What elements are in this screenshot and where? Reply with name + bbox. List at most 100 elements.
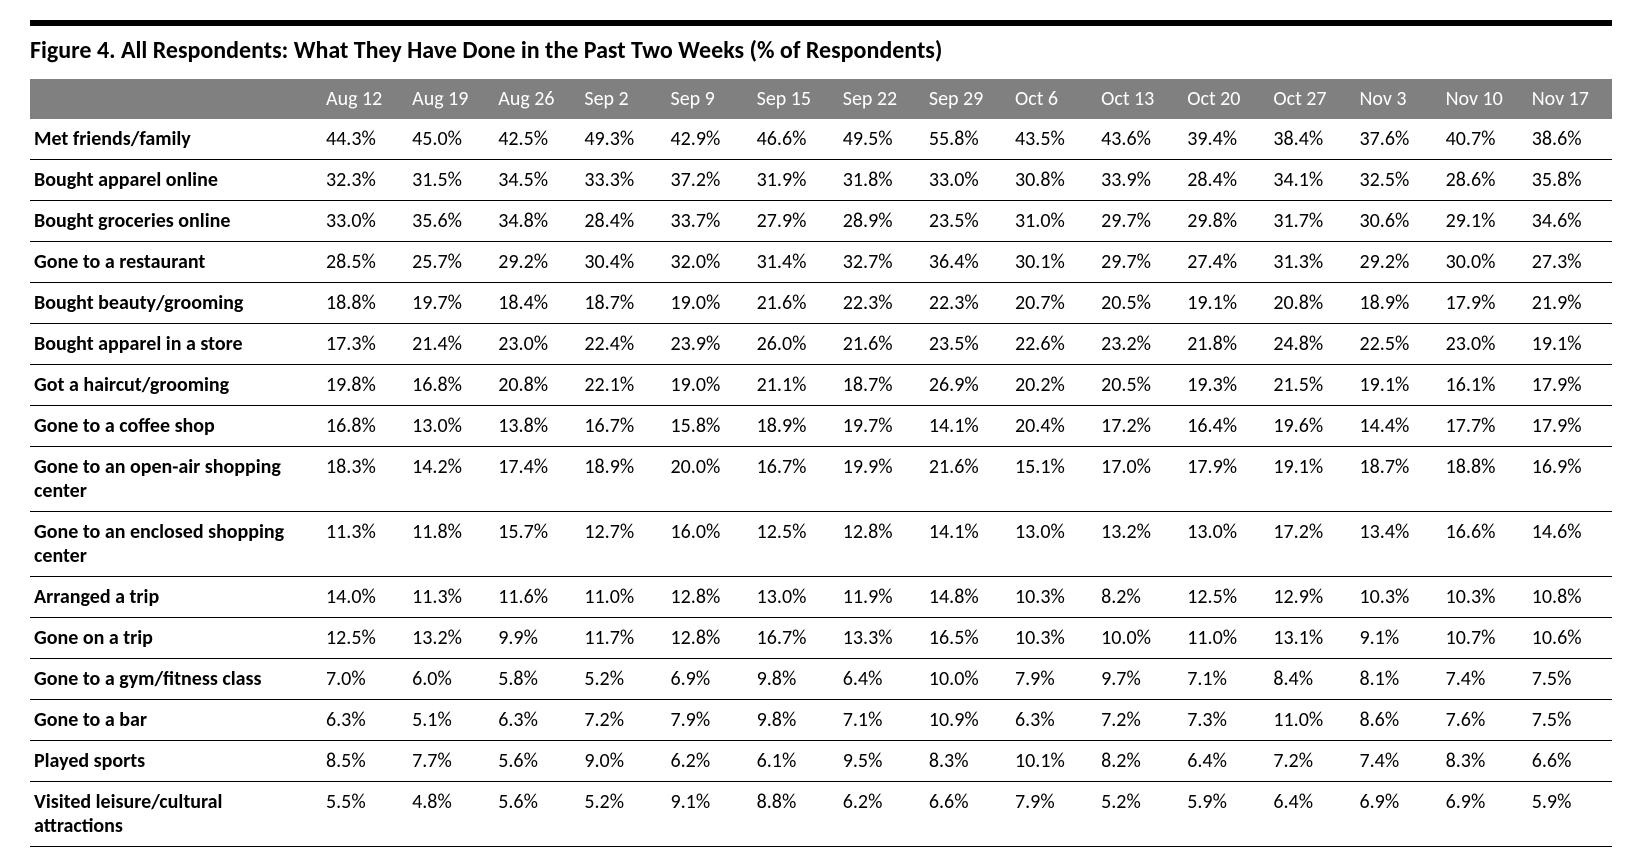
data-cell: 27.3% <box>1526 242 1612 283</box>
table-row: Gone to a gym/fitness class7.0%6.0%5.8%5… <box>30 659 1612 700</box>
data-cell: 11.7% <box>578 618 664 659</box>
data-cell: 12.8% <box>665 577 751 618</box>
data-cell: 31.5% <box>406 160 492 201</box>
data-cell: 29.1% <box>1440 201 1526 242</box>
data-cell: 14.8% <box>923 577 1009 618</box>
header-date-col: Aug 26 <box>492 79 578 119</box>
data-cell: 23.0% <box>492 324 578 365</box>
data-cell: 22.5% <box>1354 324 1440 365</box>
data-cell: 7.1% <box>837 700 923 741</box>
header-date-col: Nov 3 <box>1354 79 1440 119</box>
data-cell: 13.0% <box>751 577 837 618</box>
data-cell: 10.6% <box>1526 618 1612 659</box>
data-cell: 10.9% <box>923 700 1009 741</box>
data-cell: 14.2% <box>406 447 492 512</box>
data-cell: 13.2% <box>1095 512 1181 577</box>
data-cell: 19.7% <box>406 283 492 324</box>
data-cell: 14.6% <box>1526 512 1612 577</box>
data-cell: 19.0% <box>665 365 751 406</box>
data-cell: 9.5% <box>837 741 923 782</box>
data-cell: 8.4% <box>1267 659 1353 700</box>
data-cell: 13.0% <box>1181 512 1267 577</box>
data-cell: 13.8% <box>492 406 578 447</box>
data-cell: 45.0% <box>406 119 492 160</box>
data-cell: 10.3% <box>1354 577 1440 618</box>
data-cell: 6.4% <box>1267 782 1353 847</box>
table-row: Got a haircut/grooming19.8%16.8%20.8%22.… <box>30 365 1612 406</box>
data-cell: 31.4% <box>751 242 837 283</box>
data-cell: 21.6% <box>923 447 1009 512</box>
data-cell: 6.9% <box>665 659 751 700</box>
data-cell: 33.7% <box>665 201 751 242</box>
data-cell: 23.5% <box>923 324 1009 365</box>
data-cell: 10.3% <box>1009 618 1095 659</box>
data-cell: 46.6% <box>751 119 837 160</box>
activity-label: Bought apparel online <box>30 160 320 201</box>
activity-label: Gone on a trip <box>30 618 320 659</box>
data-cell: 17.9% <box>1526 365 1612 406</box>
data-cell: 12.5% <box>751 512 837 577</box>
data-cell: 30.6% <box>1354 201 1440 242</box>
data-cell: 11.0% <box>578 577 664 618</box>
data-cell: 7.6% <box>1440 700 1526 741</box>
data-cell: 7.3% <box>1181 700 1267 741</box>
data-cell: 26.0% <box>751 324 837 365</box>
data-cell: 35.6% <box>406 201 492 242</box>
data-cell: 20.5% <box>1095 283 1181 324</box>
data-cell: 17.0% <box>1095 447 1181 512</box>
data-cell: 39.4% <box>1181 119 1267 160</box>
data-cell: 14.1% <box>923 406 1009 447</box>
data-cell: 8.6% <box>1354 700 1440 741</box>
data-cell: 11.3% <box>406 577 492 618</box>
data-cell: 9.1% <box>665 782 751 847</box>
header-date-col: Sep 22 <box>837 79 923 119</box>
data-cell: 33.0% <box>320 201 406 242</box>
data-cell: 7.2% <box>578 700 664 741</box>
data-cell: 10.7% <box>1440 618 1526 659</box>
data-cell: 21.9% <box>1526 283 1612 324</box>
header-date-col: Nov 17 <box>1526 79 1612 119</box>
data-cell: 18.7% <box>1354 447 1440 512</box>
figure-title: Figure 4. All Respondents: What They Hav… <box>30 26 1612 79</box>
data-cell: 22.3% <box>837 283 923 324</box>
data-table: Aug 12Aug 19Aug 26Sep 2Sep 9Sep 15Sep 22… <box>30 79 1612 847</box>
data-cell: 38.4% <box>1267 119 1353 160</box>
data-cell: 23.5% <box>923 201 1009 242</box>
data-cell: 7.4% <box>1354 741 1440 782</box>
data-cell: 16.6% <box>1440 512 1526 577</box>
data-cell: 7.1% <box>1181 659 1267 700</box>
table-row: Gone on a trip12.5%13.2%9.9%11.7%12.8%16… <box>30 618 1612 659</box>
data-cell: 13.4% <box>1354 512 1440 577</box>
data-cell: 17.9% <box>1181 447 1267 512</box>
data-cell: 19.1% <box>1354 365 1440 406</box>
table-row: Gone to a coffee shop16.8%13.0%13.8%16.7… <box>30 406 1612 447</box>
data-cell: 16.5% <box>923 618 1009 659</box>
data-cell: 19.8% <box>320 365 406 406</box>
data-cell: 29.2% <box>492 242 578 283</box>
data-cell: 27.4% <box>1181 242 1267 283</box>
table-row: Played sports8.5%7.7%5.6%9.0%6.2%6.1%9.5… <box>30 741 1612 782</box>
table-row: Bought apparel in a store17.3%21.4%23.0%… <box>30 324 1612 365</box>
data-cell: 35.8% <box>1526 160 1612 201</box>
data-cell: 29.7% <box>1095 242 1181 283</box>
data-cell: 13.2% <box>406 618 492 659</box>
data-cell: 34.8% <box>492 201 578 242</box>
data-cell: 19.1% <box>1267 447 1353 512</box>
table-row: Gone to a restaurant28.5%25.7%29.2%30.4%… <box>30 242 1612 283</box>
data-cell: 12.7% <box>578 512 664 577</box>
data-cell: 28.6% <box>1440 160 1526 201</box>
data-cell: 16.0% <box>665 512 751 577</box>
data-cell: 31.8% <box>837 160 923 201</box>
data-cell: 30.0% <box>1440 242 1526 283</box>
data-cell: 6.1% <box>751 741 837 782</box>
activity-label: Gone to a coffee shop <box>30 406 320 447</box>
data-cell: 18.8% <box>1440 447 1526 512</box>
data-cell: 7.5% <box>1526 659 1612 700</box>
data-cell: 38.6% <box>1526 119 1612 160</box>
data-cell: 19.0% <box>665 283 751 324</box>
data-cell: 6.2% <box>837 782 923 847</box>
data-cell: 10.3% <box>1009 577 1095 618</box>
data-cell: 13.1% <box>1267 618 1353 659</box>
data-cell: 21.8% <box>1181 324 1267 365</box>
data-cell: 5.9% <box>1526 782 1612 847</box>
